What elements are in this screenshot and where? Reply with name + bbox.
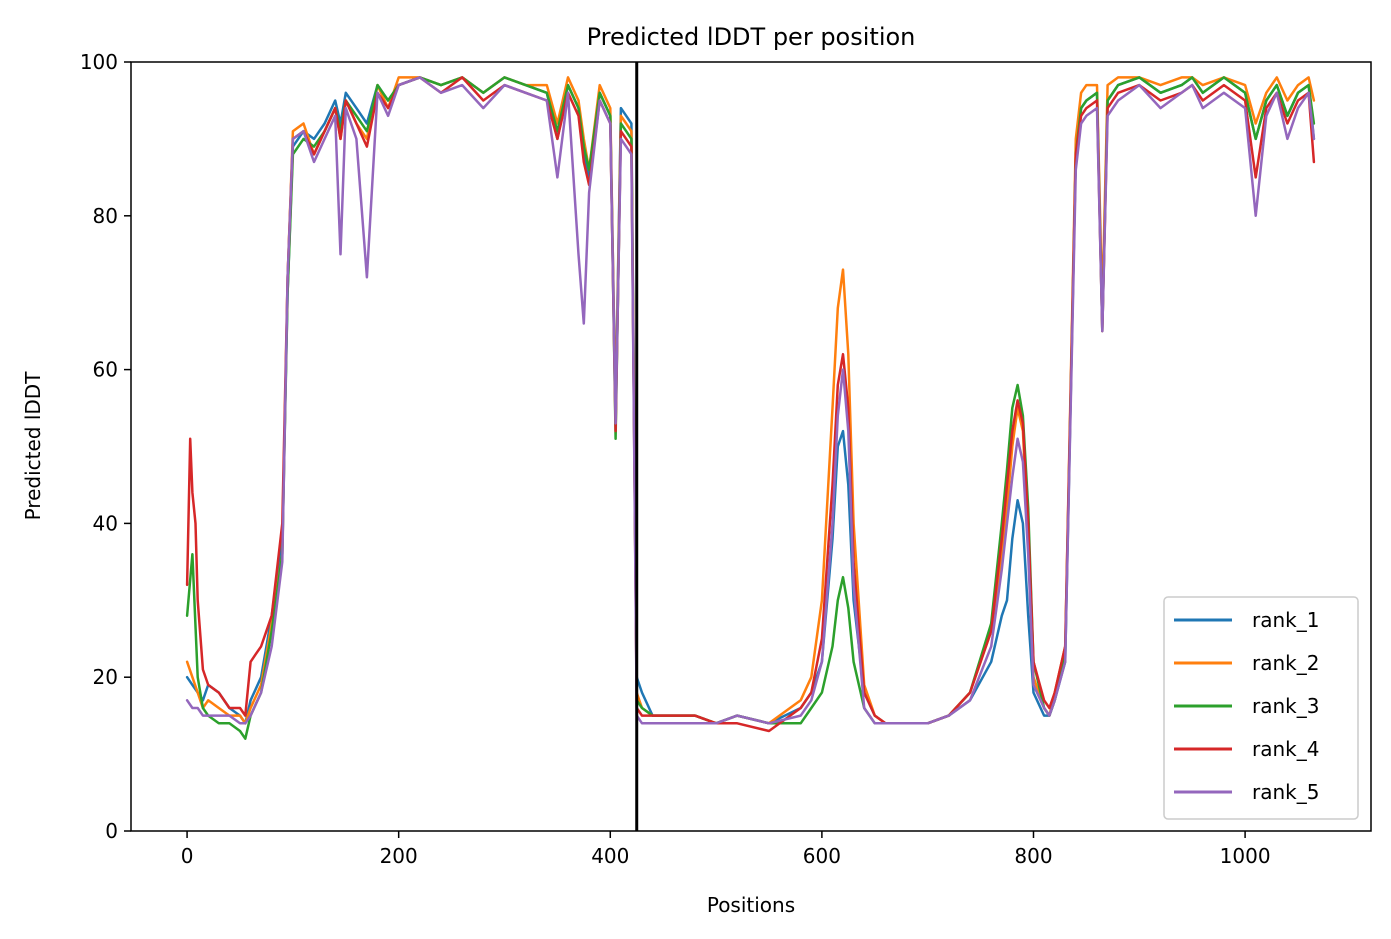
x-tick-label: 0 xyxy=(181,844,194,868)
x-tick-label: 600 xyxy=(803,844,841,868)
y-tick-label: 80 xyxy=(93,204,118,228)
chart-title: Predicted lDDT per position xyxy=(587,23,916,51)
y-tick-label: 40 xyxy=(93,511,118,535)
y-tick-label: 100 xyxy=(80,50,118,74)
legend-label-rank-3: rank_3 xyxy=(1252,694,1319,718)
x-tick-label: 800 xyxy=(1014,844,1052,868)
x-tick-label: 1000 xyxy=(1220,844,1271,868)
legend-label-rank-4: rank_4 xyxy=(1252,737,1319,761)
y-tick-label: 20 xyxy=(93,665,118,689)
y-axis-label: Predicted lDDT xyxy=(21,371,45,521)
y-tick-label: 60 xyxy=(93,358,118,382)
legend-box xyxy=(1163,596,1359,820)
x-axis-label: Positions xyxy=(707,893,795,917)
x-tick-label: 400 xyxy=(591,844,629,868)
legend-label-rank-2: rank_2 xyxy=(1252,651,1319,675)
series-layer xyxy=(185,76,1316,740)
plot-frame xyxy=(130,61,1372,832)
legend-label-rank-1: rank_1 xyxy=(1252,608,1319,632)
series-line-rank-5 xyxy=(185,76,1316,725)
legend-label-rank-5: rank_5 xyxy=(1252,780,1319,804)
y-axis-ticks: 0 20 40 60 80 100 xyxy=(80,50,131,843)
y-tick-label: 0 xyxy=(105,819,118,843)
legend: rank_1 rank_2 rank_3 rank_4 rank_5 xyxy=(1163,596,1359,820)
x-axis-ticks: 0 200 400 600 800 1000 xyxy=(181,831,1271,868)
x-tick-label: 200 xyxy=(380,844,418,868)
